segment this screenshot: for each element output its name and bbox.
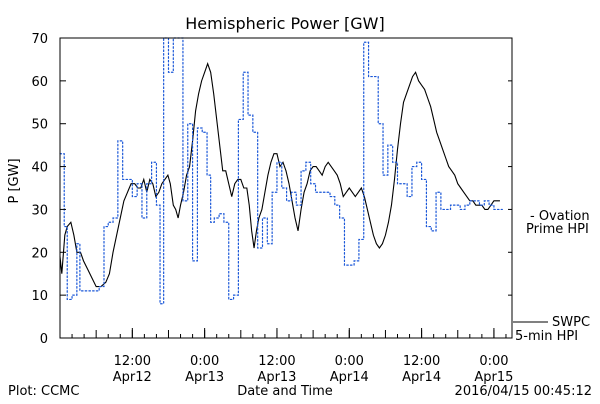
y-tick-label: 10 [31,289,48,304]
x-tick-date-label: Apr14 [402,370,441,385]
y-tick-label: 70 [31,32,48,47]
x-tick-date-label: Apr13 [257,370,296,385]
x-tick-time-label: 0:00 [190,354,219,369]
x-tick-date-label: Apr15 [474,370,513,385]
legend-swpc-line-2: 5-min HPI [515,329,578,344]
x-tick-time-label: 12:00 [114,354,151,369]
y-tick-label: 30 [31,203,48,218]
timestamp-label: 2016/04/15 00:45:12 [455,384,592,399]
y-tick-label: 20 [31,246,48,261]
legend-swpc-line-1: SWPC [552,315,590,330]
y-tick-label: 60 [31,75,48,90]
axes-group: 01020304050607012:00Apr120:00Apr1312:00A… [31,32,513,385]
x-tick-date-label: Apr14 [330,370,369,385]
x-tick-time-label: 0:00 [479,354,508,369]
ovation-prime-series-line [59,37,503,305]
y-tick-label: 0 [40,332,48,347]
legend-ovation-line-1: - Ovation [530,209,590,224]
y-tick-label: 40 [31,161,48,176]
x-tick-time-label: 12:00 [403,354,440,369]
y-axis-label: P [GW] [7,158,22,203]
plot-source-label: Plot: CCMC [8,384,79,399]
chart-title: Hemispheric Power [GW] [185,14,384,33]
x-tick-date-label: Apr12 [113,370,152,385]
swpc-series-line [59,62,500,288]
x-tick-time-label: 0:00 [335,354,364,369]
legend-ovation-line-2: Prime HPI [526,222,589,237]
x-tick-time-label: 12:00 [258,354,295,369]
x-axis-label: Date and Time [237,384,333,399]
plot-area [59,37,503,305]
plot-frame [59,37,513,339]
y-tick-label: 50 [31,118,48,133]
x-tick-date-label: Apr13 [185,370,224,385]
